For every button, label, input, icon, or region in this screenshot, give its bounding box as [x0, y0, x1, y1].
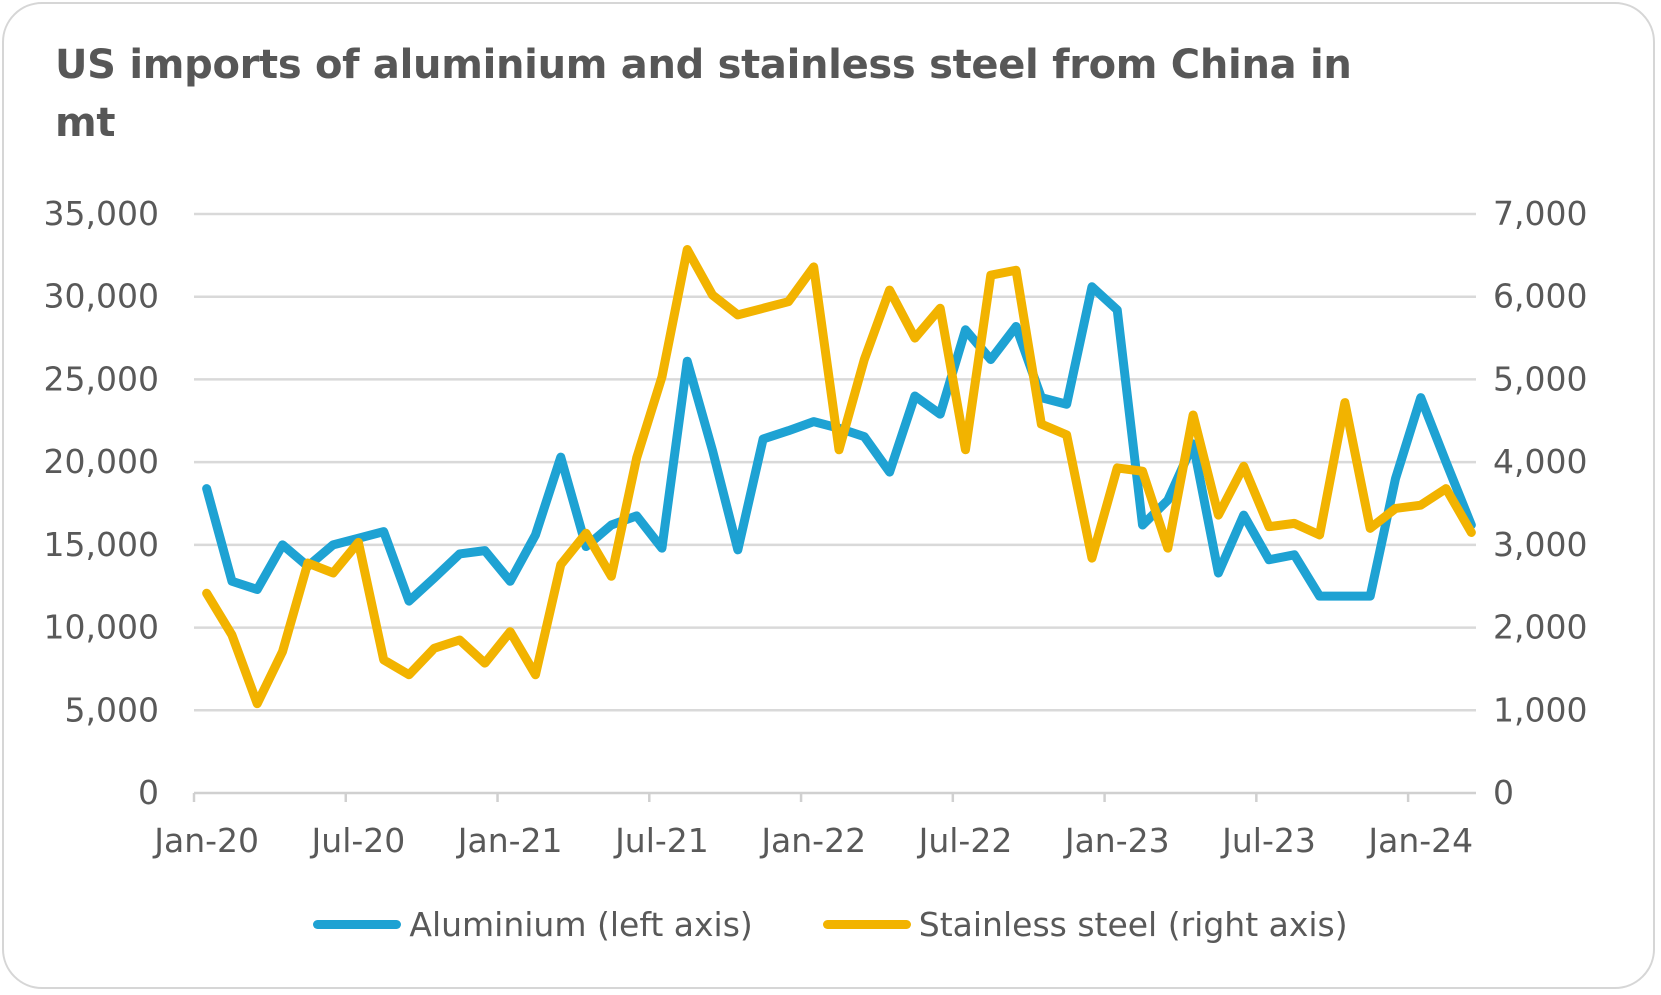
y-right-tick-label: 2,000 [1493, 608, 1587, 647]
gridlines [194, 212, 1476, 712]
y-right-tick-label: 5,000 [1493, 359, 1587, 398]
y-right-tick-label: 3,000 [1493, 525, 1587, 564]
series-line-stainless-steel [202, 245, 1476, 709]
y-right-tick-label: 4,000 [1493, 442, 1587, 481]
legend-item-stainless-steel: Stainless steel (right axis) [822, 905, 1348, 944]
y-left-tick-label: 0 [138, 773, 159, 812]
y-left-tick-label: 15,000 [44, 525, 159, 564]
y-right-tick-label: 0 [1493, 773, 1514, 812]
legend-swatch-aluminium [313, 920, 402, 929]
legend-label-aluminium: Aluminium (left axis) [409, 905, 753, 944]
y-left-tick-label: 10,000 [44, 608, 159, 647]
x-tick-label: Jan-23 [1063, 821, 1170, 860]
x-tick-label: Jul-20 [310, 821, 406, 860]
x-tick-label: Jan-24 [1366, 821, 1473, 860]
y-axis-left: 0 5,000 10,000 15,000 20,000 25,000 30,000 35,0… [44, 194, 159, 812]
y-left-tick-label: 20,000 [44, 442, 159, 481]
y-right-tick-label: 1,000 [1493, 690, 1587, 729]
chart-title: US imports of aluminium and stainless st… [55, 42, 1352, 146]
x-axis: Jan-20 Jul-20 Jan-21 Jul-21 Jan-22 Jul-22 Jan-… [152, 791, 1476, 860]
y-left-tick-label: 30,000 [44, 277, 159, 316]
legend-swatch-stainless-steel [822, 920, 911, 929]
x-tick-label: Jul-21 [613, 821, 709, 860]
y-right-tick-label: 6,000 [1493, 277, 1587, 316]
y-right-tick-label: 7,000 [1493, 194, 1587, 233]
y-left-tick-label: 25,000 [44, 359, 159, 398]
series-lines [202, 245, 1476, 709]
legend-label-stainless-steel: Stainless steel (right axis) [918, 905, 1348, 944]
y-left-tick-label: 35,000 [44, 194, 159, 233]
legend: Aluminium (left axis) Stainless steel (r… [0, 905, 1661, 944]
y-left-tick-label: 5,000 [65, 690, 159, 729]
x-tick-label: Jan-21 [456, 821, 563, 860]
x-tick-label: Jul-22 [917, 821, 1013, 860]
legend-item-aluminium: Aluminium (left axis) [313, 905, 753, 944]
x-tick-label: Jan-20 [152, 821, 259, 860]
x-tick-label: Jul-23 [1220, 821, 1316, 860]
y-axis-right: 0 1,000 2,000 3,000 4,000 5,000 6,000 7,000 [1493, 194, 1587, 812]
x-tick-label: Jan-22 [759, 821, 866, 860]
